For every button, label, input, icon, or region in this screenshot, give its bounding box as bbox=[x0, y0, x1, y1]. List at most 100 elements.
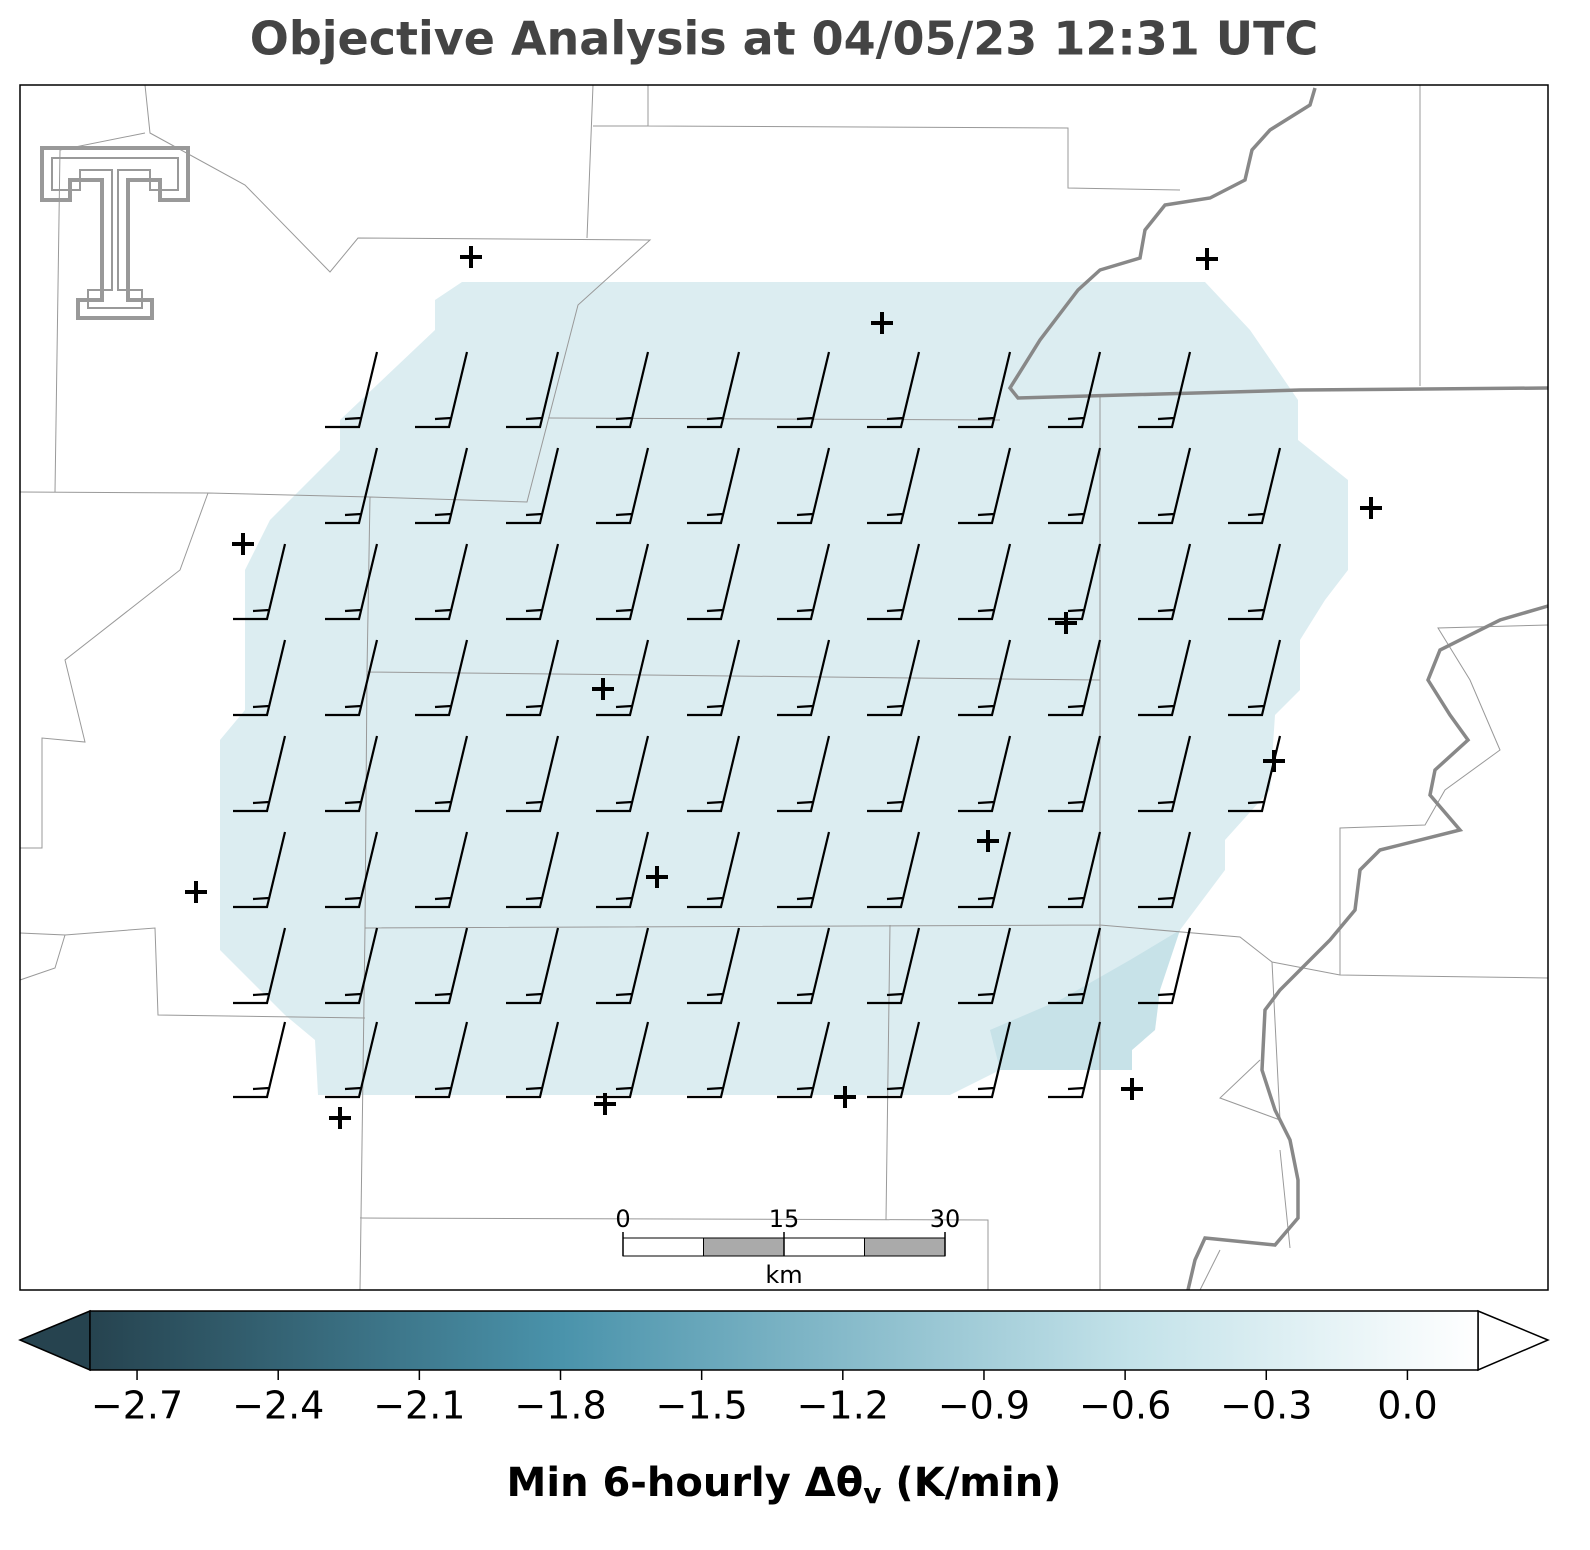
scale-segment bbox=[864, 1237, 946, 1257]
wind-barb bbox=[506, 639, 560, 717]
label-suffix: (K/min) bbox=[881, 1460, 1061, 1506]
colorbar-tick-label: −0.9 bbox=[938, 1384, 1030, 1428]
wind-barb bbox=[1228, 639, 1282, 717]
wind-barb bbox=[325, 927, 379, 1005]
wind-barb bbox=[1048, 639, 1102, 717]
wind-barb bbox=[867, 543, 921, 621]
station bbox=[977, 830, 999, 852]
station bbox=[1055, 612, 1077, 634]
wind-barb bbox=[958, 735, 1012, 813]
wind-barb bbox=[596, 543, 650, 621]
wind-barb bbox=[1048, 447, 1102, 525]
wind-barb bbox=[506, 543, 560, 621]
station bbox=[592, 678, 614, 700]
wind-barb bbox=[777, 927, 831, 1005]
wind-barb bbox=[325, 1021, 379, 1099]
wind-barb bbox=[1048, 1021, 1102, 1099]
colorbar-body bbox=[89, 1310, 1479, 1371]
station bbox=[1196, 248, 1218, 270]
wind-barb bbox=[958, 351, 1012, 429]
wind-barb bbox=[596, 639, 650, 717]
label-sub: v bbox=[863, 1477, 881, 1510]
wind-barb bbox=[958, 447, 1012, 525]
wind-barb bbox=[867, 1021, 921, 1099]
label-main: Min 6-hourly Δθ bbox=[507, 1460, 864, 1506]
wind-barb bbox=[867, 639, 921, 717]
stations bbox=[185, 246, 1382, 1129]
wind-barb bbox=[233, 543, 287, 621]
logo bbox=[40, 146, 190, 320]
colorbar-label: Min 6-hourly Δθv (K/min) bbox=[507, 1460, 1062, 1510]
colorbar-tick-label: −2.7 bbox=[91, 1384, 183, 1428]
wind-barb bbox=[325, 447, 379, 525]
station bbox=[329, 1107, 351, 1129]
wind-barb bbox=[1138, 735, 1192, 813]
wind-barb bbox=[867, 735, 921, 813]
wind-barb bbox=[867, 447, 921, 525]
wind-barb bbox=[777, 639, 831, 717]
station bbox=[460, 246, 482, 268]
station bbox=[1360, 497, 1382, 519]
wind-barb bbox=[687, 447, 741, 525]
station bbox=[185, 881, 207, 903]
wind-barb bbox=[867, 831, 921, 909]
wind-barb bbox=[1048, 735, 1102, 813]
station bbox=[834, 1086, 856, 1108]
wind-barb bbox=[687, 639, 741, 717]
wind-barb bbox=[506, 735, 560, 813]
colorbar-tick-label: 0.0 bbox=[1377, 1384, 1437, 1428]
wind-barb bbox=[958, 831, 1012, 909]
scale-segment bbox=[622, 1237, 704, 1257]
wind-barb bbox=[596, 735, 650, 813]
wind-barb bbox=[1138, 831, 1192, 909]
wind-barb bbox=[777, 447, 831, 525]
wind-barb bbox=[233, 831, 287, 909]
wind-barb bbox=[325, 831, 379, 909]
wind-barb bbox=[777, 831, 831, 909]
colorbar-tick-label: −0.3 bbox=[1220, 1384, 1312, 1428]
wind-barb bbox=[506, 351, 560, 429]
wind-barb bbox=[1048, 927, 1102, 1005]
scale-segment bbox=[783, 1237, 865, 1257]
wind-barb bbox=[596, 927, 650, 1005]
wind-barb bbox=[415, 831, 469, 909]
wind-barb bbox=[1138, 543, 1192, 621]
wind-barb bbox=[325, 543, 379, 621]
wind-barb bbox=[777, 735, 831, 813]
scale-tick-label: 30 bbox=[930, 1205, 961, 1233]
wind-barb bbox=[596, 351, 650, 429]
station bbox=[871, 312, 893, 334]
scale-unit: km bbox=[765, 1261, 802, 1289]
wind-barb bbox=[233, 927, 287, 1005]
colorbar-tick-label: −0.6 bbox=[1079, 1384, 1171, 1428]
wind-barb bbox=[1138, 351, 1192, 429]
wind-barb bbox=[777, 1021, 831, 1099]
river bbox=[1007, 87, 1549, 400]
wind-barb bbox=[233, 639, 287, 717]
river bbox=[1186, 604, 1549, 1291]
colorbar-tick-label: −1.8 bbox=[514, 1384, 606, 1428]
wind-barb bbox=[1048, 351, 1102, 429]
wind-barb bbox=[687, 1021, 741, 1099]
scale-bar: 0 15 30 km bbox=[615, 1205, 960, 1289]
colorbar-tick-label: −2.1 bbox=[373, 1384, 465, 1428]
wind-barb bbox=[958, 543, 1012, 621]
wind-barb bbox=[596, 1021, 650, 1099]
wind-barb bbox=[1048, 831, 1102, 909]
wind-barb bbox=[506, 831, 560, 909]
station bbox=[594, 1093, 616, 1115]
wind-barb bbox=[1228, 447, 1282, 525]
wind-barb bbox=[1138, 927, 1192, 1005]
station bbox=[646, 866, 668, 888]
wind-barb bbox=[687, 831, 741, 909]
scale-segment bbox=[703, 1237, 785, 1257]
wind-barb bbox=[415, 735, 469, 813]
station bbox=[232, 533, 254, 555]
wind-barb bbox=[596, 447, 650, 525]
wind-barb bbox=[687, 735, 741, 813]
wind-barb bbox=[867, 351, 921, 429]
wind-barb bbox=[777, 543, 831, 621]
station bbox=[1263, 750, 1285, 772]
field-shading bbox=[990, 930, 1180, 1070]
